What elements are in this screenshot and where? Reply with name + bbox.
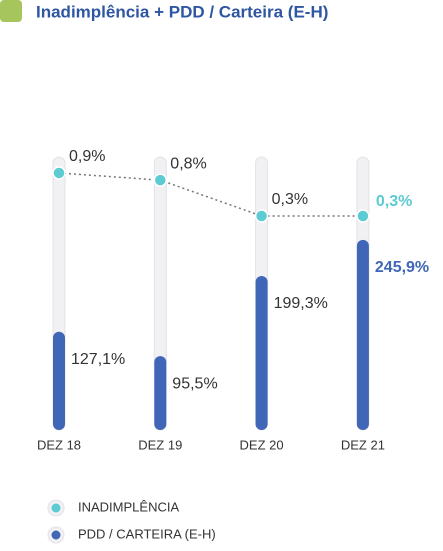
legend-label: INADIMPLÊNCIA — [78, 499, 179, 514]
line-point — [356, 209, 370, 223]
bar — [255, 275, 268, 430]
data-label: 95,5% — [172, 375, 217, 392]
data-label: 0,3% — [272, 191, 308, 208]
x-tick-label: DEZ 18 — [37, 437, 81, 452]
legend-label: PDD / CARTEIRA (E-H) — [78, 526, 216, 541]
legend-marker — [51, 530, 61, 540]
legend-marker — [51, 503, 61, 513]
data-label: 0,8% — [170, 155, 206, 172]
data-label: 199,3% — [274, 295, 328, 312]
bar — [53, 331, 65, 430]
line — [58, 172, 363, 217]
bar — [356, 239, 369, 430]
title-icon — [0, 0, 22, 22]
x-tick-label: DEZ 19 — [138, 437, 182, 452]
x-tick-label: DEZ 20 — [240, 437, 284, 452]
line-point — [153, 173, 168, 187]
x-tick-label: DEZ 21 — [341, 437, 385, 452]
data-label: 0,9% — [69, 148, 105, 165]
bar — [154, 356, 167, 430]
data-label: 0,3% — [376, 193, 412, 210]
data-label: 245,9% — [375, 259, 429, 276]
line-point — [254, 209, 269, 223]
data-label: 127,1% — [71, 351, 125, 368]
line-point — [52, 166, 66, 180]
chart-title: Inadimplência + PDD / Carteira (E-H) — [36, 2, 328, 21]
